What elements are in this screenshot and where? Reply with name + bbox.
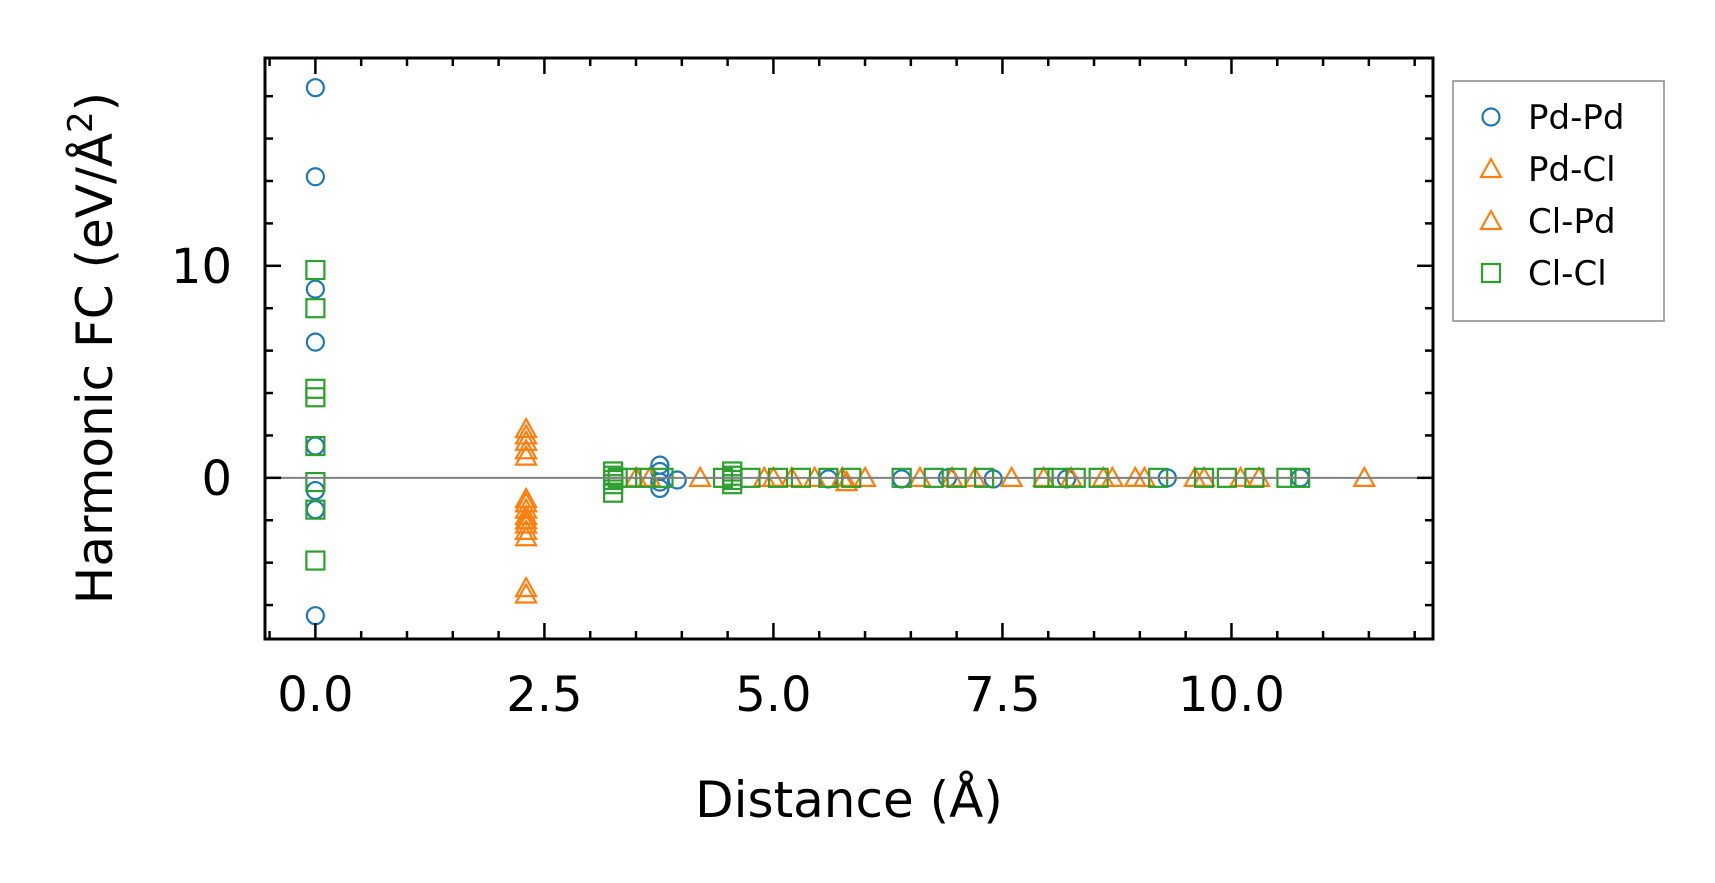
data-point-pd-cl xyxy=(514,575,538,598)
x-axis-label: Distance (Å) xyxy=(695,771,1003,829)
data-point-pd-pd xyxy=(650,478,670,499)
data-point-pd-pd xyxy=(892,469,912,489)
legend-label-cl-cl: Cl-Cl xyxy=(1528,254,1607,294)
legend-item-cl-cl: Cl-Cl xyxy=(1480,254,1607,294)
axis-ticks xyxy=(265,58,1433,639)
data-point-cl-cl xyxy=(305,259,326,281)
data-point-cl-pd xyxy=(514,512,538,534)
legend-marker-pd-cl xyxy=(1479,156,1503,179)
data-point-cl-cl xyxy=(305,499,326,520)
y-tick-label: 10 xyxy=(171,239,232,295)
y-axis-label-close: ) xyxy=(66,92,124,112)
series-cl-cl xyxy=(305,259,1311,571)
legend-label-pd-cl: Pd-Cl xyxy=(1528,150,1616,190)
legend-item-pd-cl: Pd-Cl xyxy=(1479,150,1616,190)
data-point-cl-cl xyxy=(603,482,624,503)
plot-frame xyxy=(263,56,1435,641)
data-point-cl-pd xyxy=(514,416,538,439)
data-point-pd-cl xyxy=(514,497,538,519)
x-tick-label: 2.5 xyxy=(506,667,582,723)
data-point-cl-pd xyxy=(514,503,538,526)
data-point-pd-pd xyxy=(305,436,325,456)
data-point-cl-pd xyxy=(514,429,538,451)
data-point-pd-pd xyxy=(305,606,325,626)
series-pd-cl xyxy=(514,423,1377,598)
legend-marker-cl-pd xyxy=(1479,208,1503,231)
series-cl-pd xyxy=(514,416,1253,604)
data-point-cl-cl xyxy=(305,550,326,571)
legend-marker-cl-cl xyxy=(1480,262,1502,284)
data-point-cl-cl xyxy=(305,471,326,493)
x-tick-label: 7.5 xyxy=(964,667,1040,723)
x-tick-label: 0.0 xyxy=(277,667,353,723)
data-point-cl-pd xyxy=(514,524,538,547)
data-point-cl-pd xyxy=(514,582,538,604)
data-point-pd-pd xyxy=(305,500,325,520)
axis-tick-labels: 0.0 2.5 5.0 7.5 10.0 0 10 xyxy=(171,239,1285,723)
y-axis-label-main: Harmonic FC (eV/Å xyxy=(66,133,124,604)
y-axis-label: Harmonic FC (eV/Å2) xyxy=(61,92,124,604)
legend-label-cl-pd: Cl-Pd xyxy=(1528,202,1616,242)
data-point-cl-cl xyxy=(305,387,326,408)
legend-marker-pd-pd xyxy=(1481,107,1501,127)
data-point-pd-pd xyxy=(305,167,325,187)
data-point-pd-cl xyxy=(514,444,538,466)
series-pd-pd xyxy=(305,78,1310,626)
data-point-cl-cl xyxy=(305,435,326,457)
data-point-pd-pd xyxy=(305,332,325,352)
data-point-pd-cl xyxy=(514,518,538,540)
data-point-pd-pd xyxy=(305,279,325,299)
data-point-cl-cl xyxy=(305,298,326,319)
legend-label-pd-pd: Pd-Pd xyxy=(1528,98,1624,138)
legend-item-cl-pd: Cl-Pd xyxy=(1479,202,1616,242)
legend-item-pd-pd: Pd-Pd xyxy=(1481,98,1624,138)
x-tick-label: 10.0 xyxy=(1178,667,1285,723)
legend: Pd-Pd Pd-Cl Cl-Pd Cl-Cl xyxy=(1452,80,1665,322)
data-point-cl-pd xyxy=(514,491,538,513)
data-point-pd-cl xyxy=(514,423,538,445)
data-point-pd-pd xyxy=(305,78,325,98)
y-axis-label-superscript: 2 xyxy=(61,111,101,133)
data-point-pd-pd xyxy=(667,470,687,490)
x-tick-label: 5.0 xyxy=(735,667,811,723)
y-tick-label: 0 xyxy=(201,451,232,507)
plot-marks xyxy=(305,78,1377,626)
